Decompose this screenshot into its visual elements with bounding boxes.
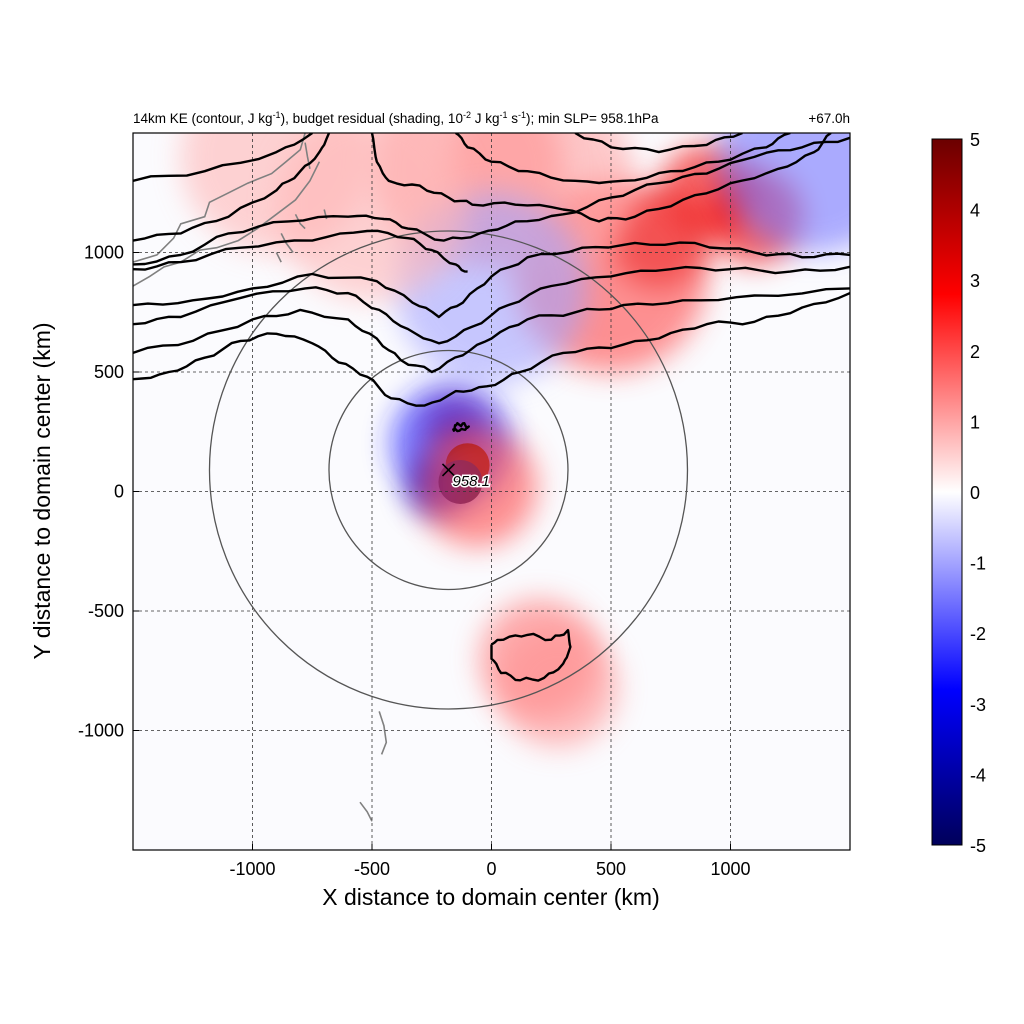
ke-contour-5 — [133, 265, 850, 345]
chart-title: 14km KE (contour, J kg-1), budget residu… — [133, 110, 659, 126]
y-tick-label-3: 500 — [94, 362, 124, 382]
min-slp-label: 958.1 — [452, 473, 490, 490]
colorbar — [931, 138, 963, 846]
y-tick-label-0: -1000 — [78, 721, 124, 741]
ke-contour-10 — [133, 291, 850, 407]
colorbar-tick-label-5: 0 — [970, 483, 980, 503]
colorbar-tick-label-4: -1 — [970, 554, 986, 574]
ke-contour-7 — [370, 133, 832, 223]
residual-feature-17 — [718, 133, 850, 253]
ke-contour-0 — [133, 133, 313, 182]
ke-contour-6 — [133, 136, 850, 266]
coastline-0 — [133, 133, 306, 263]
x-tick-label-4: 1000 — [710, 859, 750, 879]
ke-contour-8 — [455, 133, 791, 185]
min-slp-x-marker — [441, 463, 456, 477]
y-tick-label-4: 1000 — [84, 243, 124, 263]
colorbar-tick-label-7: 2 — [970, 342, 980, 362]
range-circle-0 — [328, 349, 569, 591]
y-axis-label: Y distance to domain center (km) — [29, 322, 55, 659]
coastline-6 — [378, 711, 388, 755]
colorbar-ticks: -5 -4 -3 -2 -1 0 1 2 3 4 5 — [970, 130, 986, 856]
range-circles — [208, 230, 689, 710]
coastline-3 — [280, 233, 294, 253]
storm-center-marker: 958.1 — [441, 463, 492, 491]
coastline-1 — [133, 161, 321, 287]
residual-feature-7 — [498, 627, 619, 748]
y-axis-ticks: -1000 -500 0 500 1000 — [78, 243, 139, 741]
y-tick-label-2: 0 — [114, 482, 124, 502]
ke-contour-11 — [452, 422, 470, 433]
ke-contour-2 — [133, 229, 468, 273]
x-tick-label-1: -500 — [354, 859, 390, 879]
ke-contour-9 — [574, 133, 743, 154]
forecast-time-label: +67.0h — [808, 111, 850, 126]
residual-shading — [180, 133, 850, 748]
ke-contour-12 — [490, 628, 572, 682]
y-tick-label-1: -500 — [88, 601, 124, 621]
coastline-8 — [275, 252, 282, 263]
colorbar-tick-label-3: -2 — [970, 624, 986, 644]
x-axis-label: X distance to domain center (km) — [322, 884, 659, 910]
ke-contour-1 — [133, 133, 331, 242]
colorbar-tick-label-10: 5 — [970, 130, 980, 150]
colorbar-tick-label-0: -5 — [970, 836, 986, 856]
coastline-7 — [359, 801, 373, 822]
colorbar-tick-label-1: -4 — [970, 765, 986, 785]
ke-contours — [133, 133, 850, 682]
x-axis-ticks: -1000 -500 0 500 1000 — [229, 844, 751, 879]
x-tick-label-2: 0 — [486, 859, 496, 879]
ke-contour-4 — [133, 287, 850, 374]
x-tick-label-3: 500 — [596, 859, 626, 879]
colorbar-tick-label-9: 4 — [970, 201, 980, 221]
colorbar-tick-label-6: 1 — [970, 412, 980, 432]
range-circle-1 — [208, 230, 689, 710]
x-tick-label-0: -1000 — [229, 859, 275, 879]
colorbar-tick-label-2: -3 — [970, 695, 986, 715]
residual-feature-5 — [417, 426, 538, 547]
ke-contour-3 — [133, 241, 850, 319]
coastline-2 — [294, 213, 306, 230]
colorbar-tick-label-8: 3 — [970, 271, 980, 291]
